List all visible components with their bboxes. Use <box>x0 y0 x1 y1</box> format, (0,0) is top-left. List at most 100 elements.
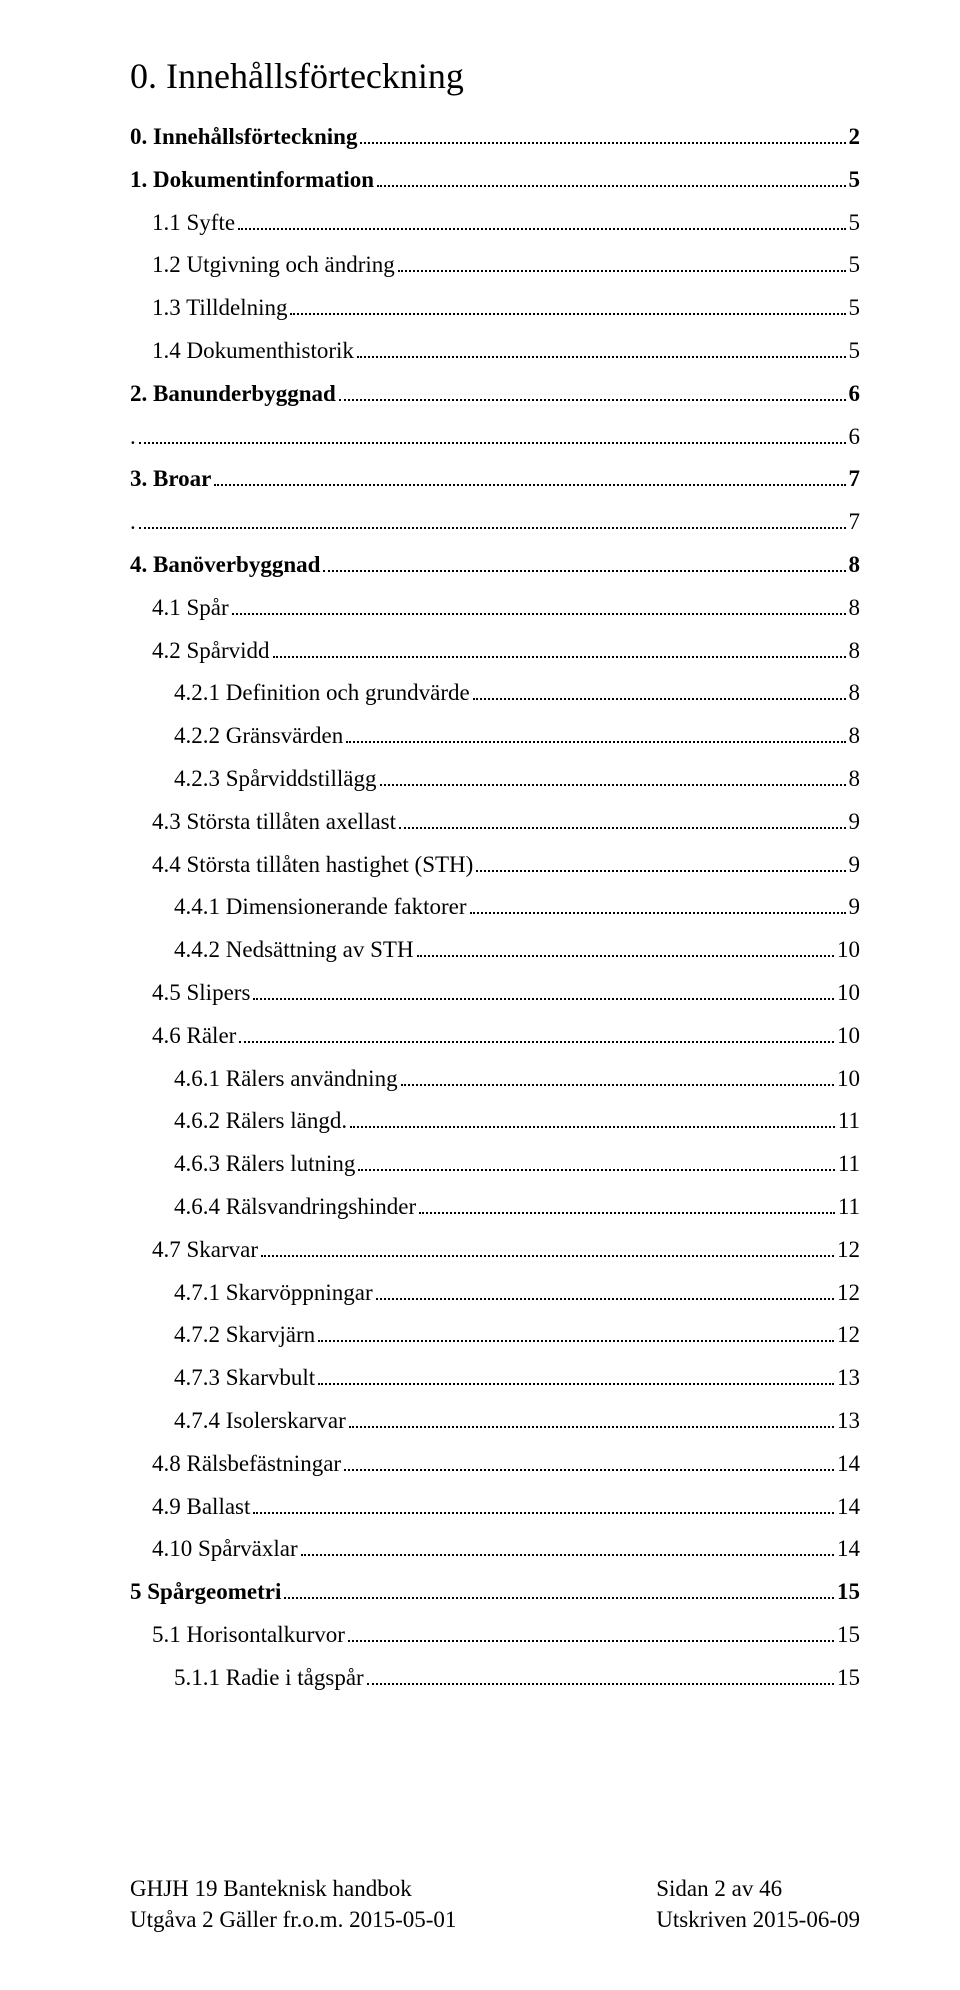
toc-leader-dots <box>476 870 845 872</box>
toc-leader-dots <box>253 1512 834 1514</box>
toc-entry-page: 5 <box>849 333 861 370</box>
toc-entry-label: 4.7.1 Skarvöppningar <box>174 1275 373 1312</box>
toc-entry-label: 4.7.2 Skarvjärn <box>174 1317 315 1354</box>
toc-leader-dots <box>367 1683 834 1685</box>
toc-leader-dots <box>470 912 846 914</box>
toc-entry: 4.7.1 Skarvöppningar 12 <box>130 1275 860 1312</box>
toc-entry: 2. Banunderbyggnad 6 <box>130 376 860 413</box>
toc-leader-dots <box>344 1469 834 1471</box>
toc-entry-label: 4.7.3 Skarvbult <box>174 1360 315 1397</box>
toc-entry-label: 2. Banunderbyggnad <box>130 376 336 413</box>
toc-entry-label: 0. Innehållsförteckning <box>130 119 357 156</box>
toc-entry: 4.7.3 Skarvbult13 <box>130 1360 860 1397</box>
toc-entry: 4.6 Räler 10 <box>130 1018 860 1055</box>
toc-entry-label: 4.1 Spår <box>152 590 229 627</box>
footer-right-line2: Utskriven 2015-06-09 <box>656 1904 860 1935</box>
toc-entry: 1.3 Tilldelning5 <box>130 290 860 327</box>
footer-left-line1: GHJH 19 Banteknisk handbok <box>130 1873 456 1904</box>
toc-entry-page: 8 <box>849 633 861 670</box>
toc-leader-dots <box>284 1597 834 1599</box>
toc-entry-page: 9 <box>849 804 861 841</box>
toc-entry: 4.6.4 Rälsvandringshinder11 <box>130 1189 860 1226</box>
toc-leader-dots <box>358 1169 834 1171</box>
toc-leader-dots <box>376 1298 834 1300</box>
toc-entry-label: 1.3 Tilldelning <box>152 290 287 327</box>
page-title: 0. Innehållsförteckning <box>130 55 860 97</box>
toc-entry-page: 6 <box>849 419 861 456</box>
toc-entry-page: 7 <box>849 504 861 541</box>
toc-entry-label: . <box>130 504 136 541</box>
toc-entry-page: 14 <box>837 1489 860 1526</box>
toc-leader-dots <box>360 142 845 144</box>
toc-leader-dots <box>348 1640 834 1642</box>
toc-entry-label: 4.2.3 Spårviddstillägg <box>174 761 377 798</box>
toc-entry-page: 10 <box>837 1018 860 1055</box>
toc-entry-label: 4.9 Ballast <box>152 1489 250 1526</box>
toc-entry: 1. Dokumentinformation5 <box>130 162 860 199</box>
toc-entry: 4.6.3 Rälers lutning 11 <box>130 1146 860 1183</box>
page-footer: GHJH 19 Banteknisk handbok Utgåva 2 Gäll… <box>130 1873 860 1935</box>
toc-entry-label: 5.1.1 Radie i tågspår <box>174 1660 364 1697</box>
toc-entry: 4.4 Största tillåten hastighet (STH)9 <box>130 847 860 884</box>
toc-entry-label: 5.1 Horisontalkurvor <box>152 1617 345 1654</box>
toc-leader-dots <box>349 1426 834 1428</box>
toc-entry: 4.2 Spårvidd8 <box>130 633 860 670</box>
toc-entry: 4.7.4 Isolerskarvar 13 <box>130 1403 860 1440</box>
toc-leader-dots <box>290 313 845 315</box>
toc-entry-page: 9 <box>849 847 861 884</box>
toc-entry: .6 <box>130 419 860 456</box>
toc-entry-label: . <box>130 419 136 456</box>
toc-entry-page: 11 <box>838 1146 860 1183</box>
toc-entry: .7 <box>130 504 860 541</box>
toc-entry: 4.6.2 Rälers längd.11 <box>130 1103 860 1140</box>
toc-entry-label: 4.5 Slipers <box>152 975 250 1012</box>
toc-entry-page: 10 <box>837 932 860 969</box>
toc-entry-page: 6 <box>849 376 861 413</box>
toc-entry-page: 15 <box>837 1574 860 1611</box>
toc-entry-page: 12 <box>837 1275 860 1312</box>
toc-entry-label: 4.4.2 Nedsättning av STH <box>174 932 414 969</box>
toc-entry-label: 4.6.4 Rälsvandringshinder <box>174 1189 416 1226</box>
toc-entry-page: 8 <box>849 547 861 584</box>
toc-leader-dots <box>346 741 845 743</box>
toc-entry: 4.2.2 Gränsvärden8 <box>130 718 860 755</box>
toc-leader-dots <box>273 656 846 658</box>
toc-entry: 4.4.2 Nedsättning av STH 10 <box>130 932 860 969</box>
toc-leader-dots <box>318 1340 834 1342</box>
toc-entry: 0. Innehållsförteckning 2 <box>130 119 860 156</box>
toc-entry: 1.4 Dokumenthistorik 5 <box>130 333 860 370</box>
toc-entry-page: 13 <box>837 1403 860 1440</box>
toc-entry-page: 12 <box>837 1232 860 1269</box>
toc-entry-page: 15 <box>837 1660 860 1697</box>
toc-entry: 5 Spårgeometri15 <box>130 1574 860 1611</box>
toc-entry-label: 4.7.4 Isolerskarvar <box>174 1403 346 1440</box>
toc-entry: 4.1 Spår 8 <box>130 590 860 627</box>
toc-leader-dots <box>253 998 834 1000</box>
toc-leader-dots <box>398 270 846 272</box>
toc-entry-label: 1. Dokumentinformation <box>130 162 374 199</box>
toc-entry: 4.7.2 Skarvjärn12 <box>130 1317 860 1354</box>
toc-entry: 4.5 Slipers10 <box>130 975 860 1012</box>
toc-entry-label: 4.7 Skarvar <box>152 1232 258 1269</box>
toc-entry-label: 4.2.2 Gränsvärden <box>174 718 343 755</box>
toc-entry: 4.3 Största tillåten axellast9 <box>130 804 860 841</box>
toc-leader-dots <box>380 784 846 786</box>
toc-leader-dots <box>399 827 845 829</box>
toc-leader-dots <box>339 399 846 401</box>
toc-entry: 4. Banöverbyggnad8 <box>130 547 860 584</box>
toc-entry-page: 10 <box>837 1061 860 1098</box>
toc-entry-label: 4.6.3 Rälers lutning <box>174 1146 355 1183</box>
toc-entry-page: 8 <box>849 761 861 798</box>
table-of-contents: 0. Innehållsförteckning 2 1. Dokumentinfor… <box>130 119 860 1696</box>
footer-left: GHJH 19 Banteknisk handbok Utgåva 2 Gäll… <box>130 1873 456 1935</box>
toc-entry-label: 4.6 Räler <box>152 1018 236 1055</box>
toc-entry-label: 4.6.2 Rälers längd. <box>174 1103 347 1140</box>
toc-entry-page: 7 <box>849 461 861 498</box>
toc-entry-label: 4.6.1 Rälers användning <box>174 1061 398 1098</box>
toc-entry: 4.7 Skarvar 12 <box>130 1232 860 1269</box>
toc-entry-page: 8 <box>849 590 861 627</box>
toc-entry: 4.8 Rälsbefästningar14 <box>130 1446 860 1483</box>
toc-entry-label: 1.4 Dokumenthistorik <box>152 333 354 370</box>
toc-entry-page: 2 <box>849 119 861 156</box>
toc-entry: 5.1 Horisontalkurvor15 <box>130 1617 860 1654</box>
